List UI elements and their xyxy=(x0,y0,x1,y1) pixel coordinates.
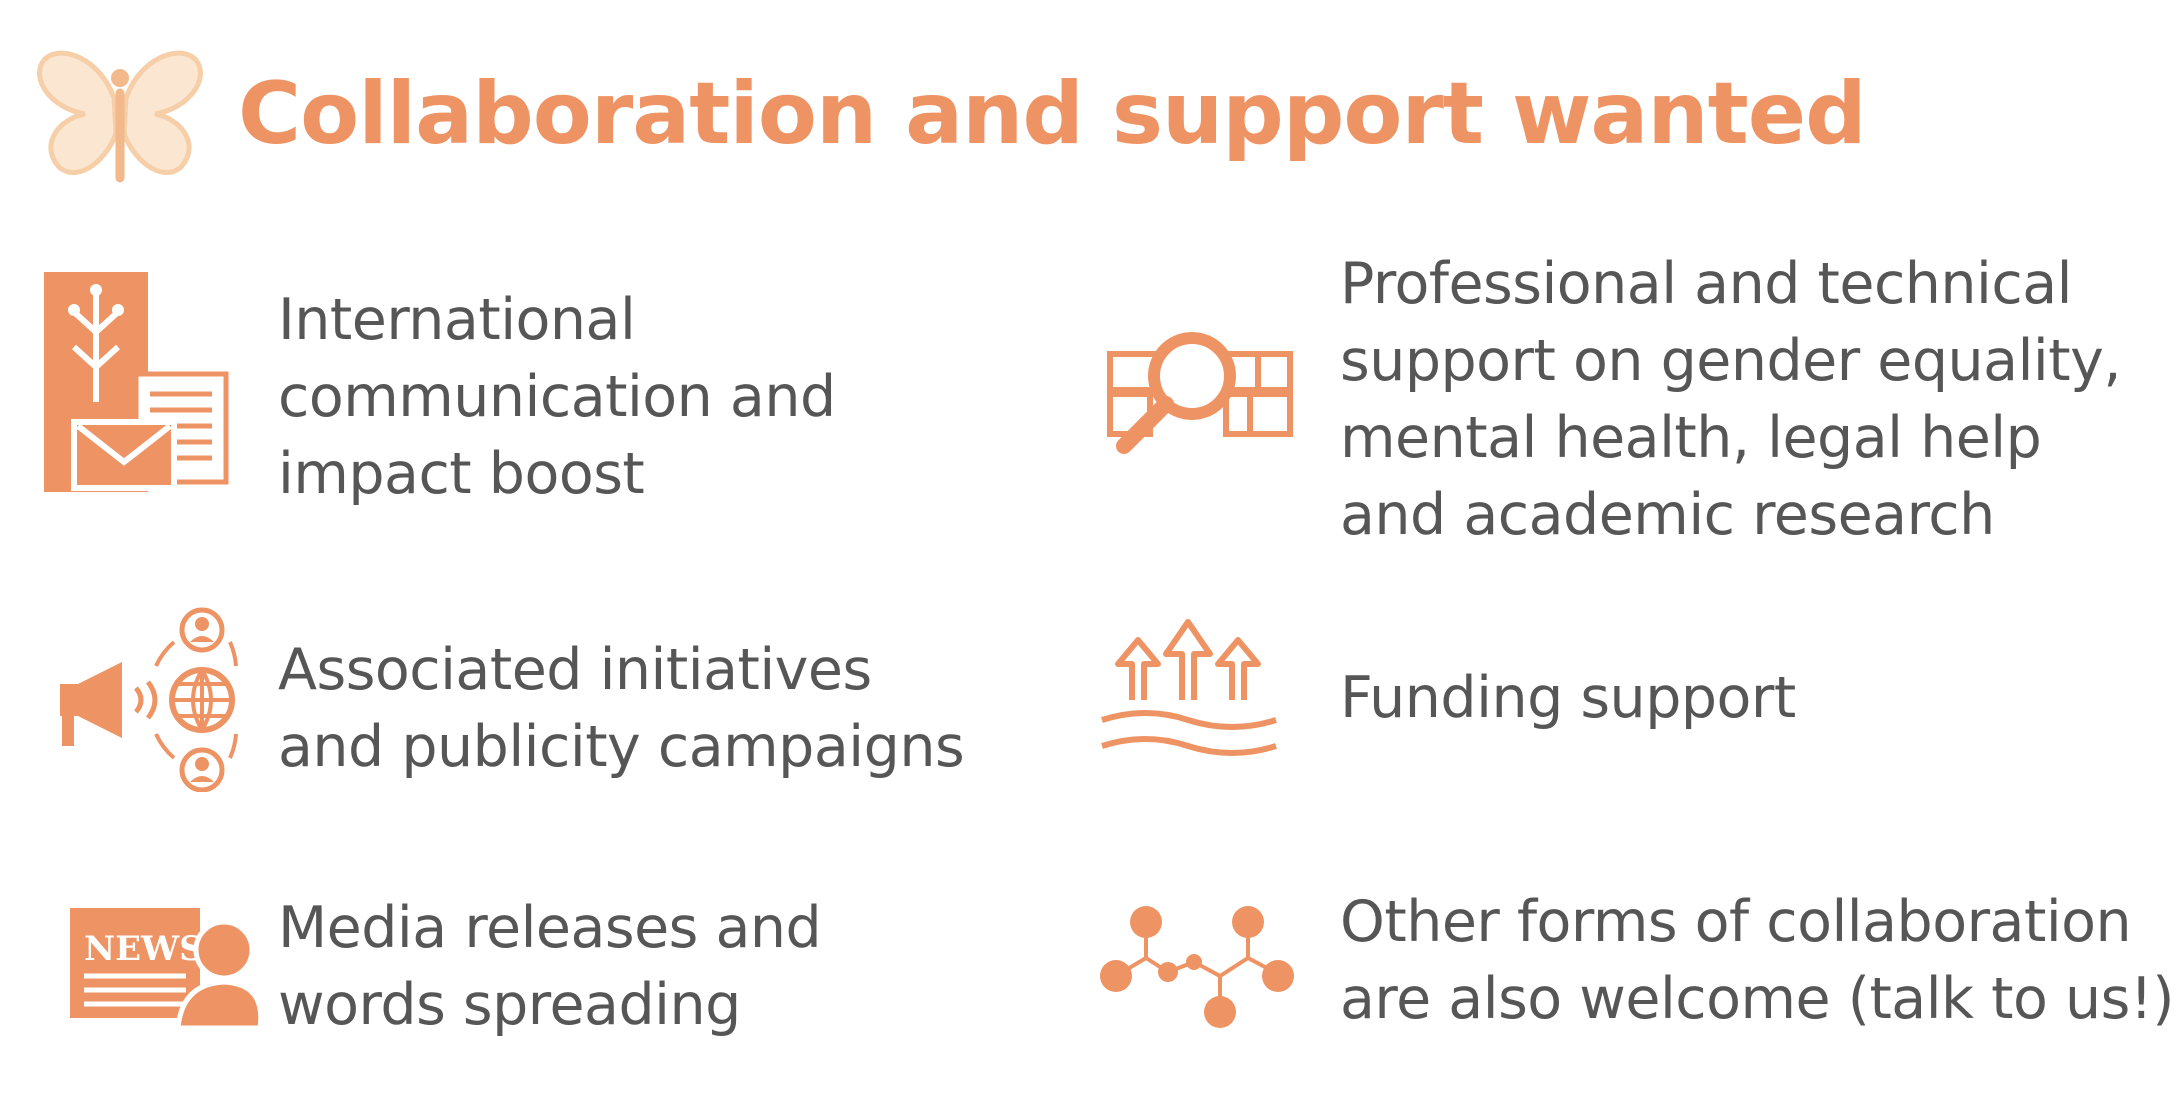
campaign-icon xyxy=(60,607,238,792)
network-icon xyxy=(1100,906,1294,1028)
research-icon xyxy=(1107,332,1293,454)
item-campaign-label: Associated initiatives and publicity cam… xyxy=(278,637,965,780)
svg-text:NEWS: NEWS xyxy=(84,929,204,969)
item-research-label: Professional and technical support on ge… xyxy=(1340,251,2121,548)
page-title: Collaboration and support wanted xyxy=(238,64,1867,164)
news-icon: NEWS xyxy=(70,908,262,1030)
item-communication-label: International communication and impact b… xyxy=(278,287,836,507)
item-news-label: Media releases and words spreading xyxy=(278,895,822,1038)
communication-icon xyxy=(44,272,229,492)
item-funding-label: Funding support xyxy=(1340,665,1796,731)
item-network-label: Other forms of collaboration are also we… xyxy=(1340,889,2174,1032)
butterfly-logo-icon xyxy=(37,50,203,183)
funding-icon xyxy=(1101,619,1277,756)
